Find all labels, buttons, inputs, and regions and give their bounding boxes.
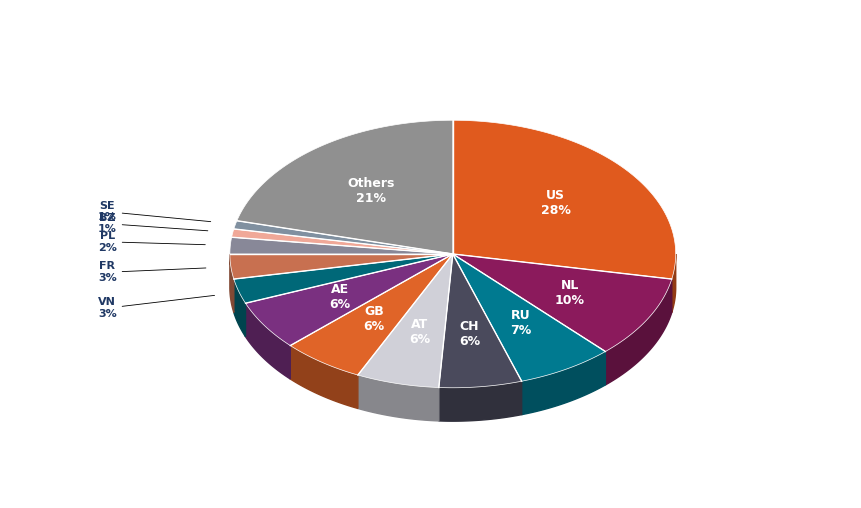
- Polygon shape: [234, 279, 245, 337]
- Text: GB
6%: GB 6%: [363, 305, 385, 333]
- Polygon shape: [605, 279, 672, 385]
- Polygon shape: [237, 120, 453, 254]
- Text: VN
3%: VN 3%: [98, 295, 214, 319]
- Polygon shape: [453, 254, 672, 352]
- Text: RU
7%: RU 7%: [511, 309, 531, 337]
- Text: AE
6%: AE 6%: [329, 283, 350, 311]
- Text: BZ
1%: BZ 1%: [98, 213, 208, 235]
- Polygon shape: [230, 254, 453, 279]
- Polygon shape: [245, 303, 290, 379]
- Polygon shape: [290, 254, 453, 375]
- Text: PL
2%: PL 2%: [98, 231, 205, 252]
- Polygon shape: [290, 345, 358, 408]
- Text: FR
3%: FR 3%: [98, 262, 206, 283]
- Text: SE
1%: SE 1%: [98, 201, 211, 223]
- Polygon shape: [245, 254, 453, 345]
- Text: Others
21%: Others 21%: [347, 177, 394, 205]
- Polygon shape: [230, 255, 234, 312]
- Polygon shape: [232, 229, 453, 254]
- Text: US
28%: US 28%: [541, 189, 571, 217]
- Polygon shape: [358, 375, 439, 421]
- Polygon shape: [234, 221, 453, 254]
- Text: CH
6%: CH 6%: [459, 320, 480, 347]
- Polygon shape: [439, 381, 522, 421]
- Polygon shape: [453, 254, 605, 381]
- Text: AT
6%: AT 6%: [409, 318, 430, 346]
- Text: NL
10%: NL 10%: [555, 279, 585, 307]
- Polygon shape: [439, 254, 522, 388]
- Polygon shape: [234, 254, 453, 303]
- Polygon shape: [672, 254, 676, 312]
- Polygon shape: [453, 120, 676, 279]
- Polygon shape: [230, 237, 453, 254]
- Polygon shape: [522, 352, 605, 415]
- Polygon shape: [358, 254, 453, 388]
